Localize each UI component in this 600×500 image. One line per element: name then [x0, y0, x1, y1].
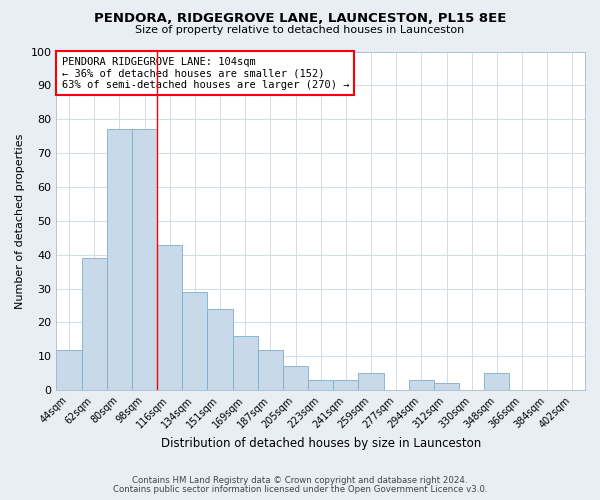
Bar: [358, 374, 383, 390]
Bar: [434, 384, 459, 390]
Bar: [409, 380, 434, 390]
Text: Size of property relative to detached houses in Launceston: Size of property relative to detached ho…: [136, 25, 464, 35]
Bar: [56, 350, 82, 390]
Text: PENDORA, RIDGEGROVE LANE, LAUNCESTON, PL15 8EE: PENDORA, RIDGEGROVE LANE, LAUNCESTON, PL…: [94, 12, 506, 26]
Bar: [82, 258, 107, 390]
X-axis label: Distribution of detached houses by size in Launceston: Distribution of detached houses by size …: [161, 437, 481, 450]
Bar: [233, 336, 258, 390]
Bar: [182, 292, 208, 390]
Bar: [484, 374, 509, 390]
Bar: [333, 380, 358, 390]
Bar: [283, 366, 308, 390]
Bar: [258, 350, 283, 390]
Bar: [208, 309, 233, 390]
Bar: [157, 244, 182, 390]
Text: Contains public sector information licensed under the Open Government Licence v3: Contains public sector information licen…: [113, 484, 487, 494]
Y-axis label: Number of detached properties: Number of detached properties: [15, 133, 25, 308]
Bar: [107, 130, 132, 390]
Text: Contains HM Land Registry data © Crown copyright and database right 2024.: Contains HM Land Registry data © Crown c…: [132, 476, 468, 485]
Text: PENDORA RIDGEGROVE LANE: 104sqm
← 36% of detached houses are smaller (152)
63% o: PENDORA RIDGEGROVE LANE: 104sqm ← 36% of…: [62, 56, 349, 90]
Bar: [308, 380, 333, 390]
Bar: [132, 130, 157, 390]
